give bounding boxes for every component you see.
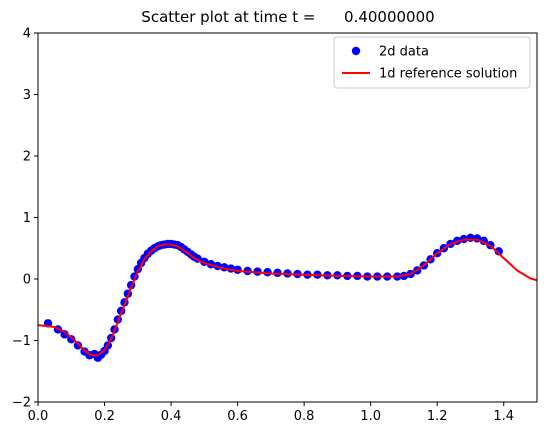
y-tick-label: 1 xyxy=(23,211,31,226)
x-tick-label: 1.4 xyxy=(493,409,514,424)
y-tick-label: 4 xyxy=(23,27,31,42)
x-tick-label: 0.2 xyxy=(94,409,115,424)
chart-title: Scatter plot at time t = 0.40000000 xyxy=(141,8,434,26)
y-tick-label: −2 xyxy=(12,396,31,411)
x-axis: 0.0 0.2 0.4 0.6 0.8 1.0 1.2 1.4 xyxy=(28,402,514,424)
legend-label: 2d data xyxy=(379,45,429,60)
x-tick-label: 0.0 xyxy=(28,409,49,424)
y-tick-label: 0 xyxy=(23,273,31,288)
x-tick-label: 1.2 xyxy=(427,409,448,424)
y-axis: −2 −1 0 1 2 3 4 xyxy=(12,27,38,411)
scatter-point xyxy=(67,335,76,344)
y-tick-label: −1 xyxy=(12,334,31,349)
scatter-point xyxy=(60,330,69,339)
scatter-point xyxy=(73,341,83,350)
x-tick-label: 0.8 xyxy=(294,409,315,424)
scatter-point xyxy=(494,247,503,256)
x-tick-label: 0.4 xyxy=(161,409,182,424)
marks-layer xyxy=(38,233,537,362)
x-tick-label: 0.6 xyxy=(227,409,248,424)
x-tick-label: 1.0 xyxy=(360,409,381,424)
legend-box xyxy=(333,36,531,89)
reference-line xyxy=(38,238,537,357)
legend: 2d data 1d reference solution xyxy=(333,36,531,89)
legend-label: 1d reference solution xyxy=(379,67,517,82)
y-tick-label: 3 xyxy=(23,88,31,103)
legend-marker-scatter xyxy=(351,46,361,56)
y-tick-label: 2 xyxy=(23,150,31,165)
